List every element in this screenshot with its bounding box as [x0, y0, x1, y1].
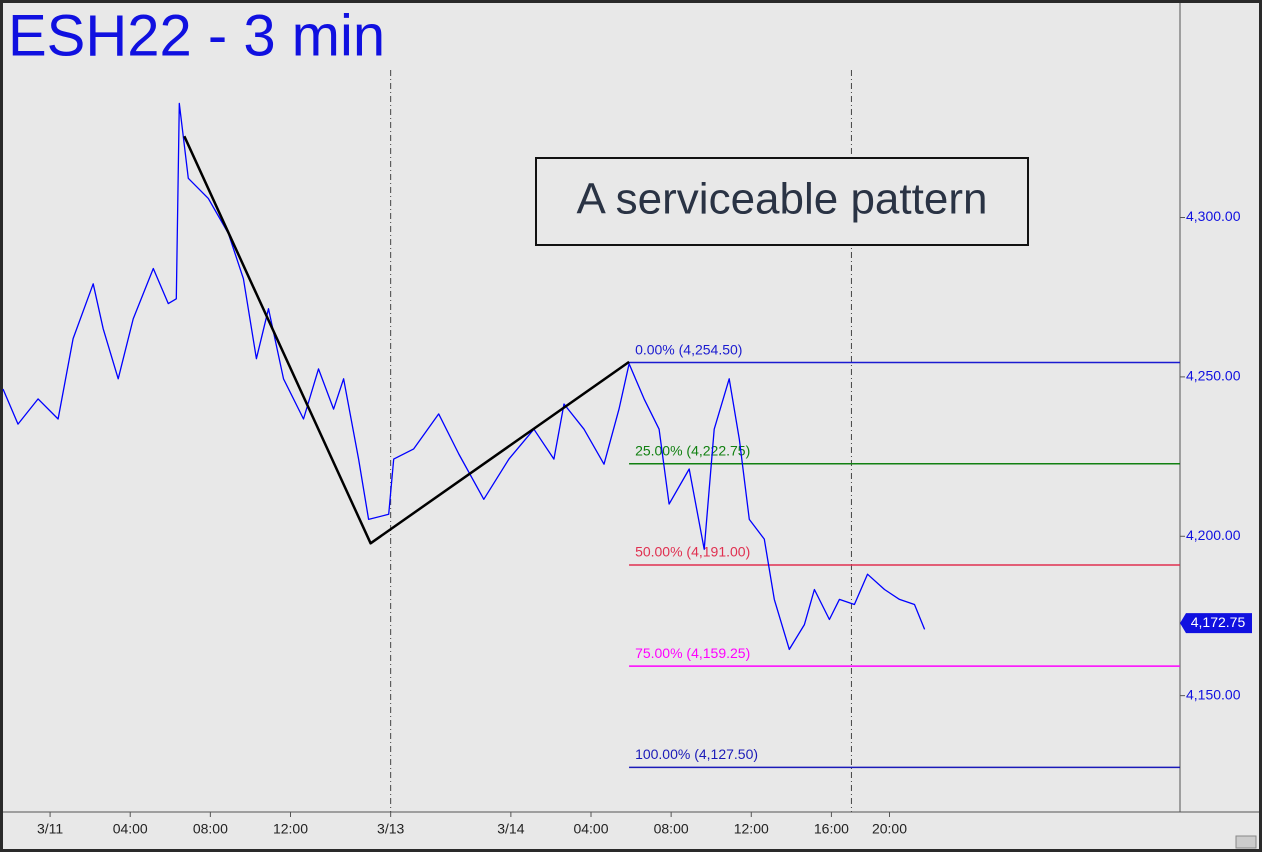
chart-title: ESH22 - 3 min [8, 3, 385, 68]
fib-label: 25.00% (4,222.75) [635, 442, 750, 458]
x-tick-label: 20:00 [872, 821, 907, 837]
y-tick-label: 4,250.00 [1186, 368, 1241, 384]
x-tick-label: 16:00 [814, 821, 849, 837]
annotation: A serviceable pattern [577, 175, 988, 224]
x-tick-label: 04:00 [573, 821, 608, 837]
x-tick-label: 08:00 [193, 821, 228, 837]
last-price-label: 4,172.75 [1191, 614, 1246, 630]
price-line [2, 102, 926, 651]
fib-label: 75.00% (4,159.25) [635, 645, 750, 661]
x-tick-label: 3/11 [37, 821, 63, 837]
x-tick-label: 12:00 [734, 821, 769, 837]
x-tick-label: 3/13 [377, 821, 404, 837]
pattern-line [183, 135, 630, 545]
x-tick-label: 04:00 [113, 821, 148, 837]
x-tick-label: 08:00 [654, 821, 689, 837]
fib-label: 100.00% (4,127.50) [635, 746, 758, 762]
y-tick-label: 4,150.00 [1186, 686, 1241, 702]
y-tick-label: 4,300.00 [1186, 208, 1241, 224]
y-tick-label: 4,200.00 [1186, 527, 1241, 543]
scroll-button[interactable] [1235, 835, 1257, 849]
last-price-box [1180, 613, 1252, 634]
x-tick-label: 3/14 [497, 821, 524, 837]
annotation-box [535, 157, 1029, 246]
fib-label: 50.00% (4,191.00) [635, 544, 750, 560]
fib-label: 0.00% (4,254.50) [635, 341, 742, 357]
plot: 0.00% (4,254.50) 25.00% (4,222.75) 50.00% … [2, 70, 1180, 812]
x-tick-label: 12:00 [273, 821, 308, 837]
background [3, 3, 1259, 849]
